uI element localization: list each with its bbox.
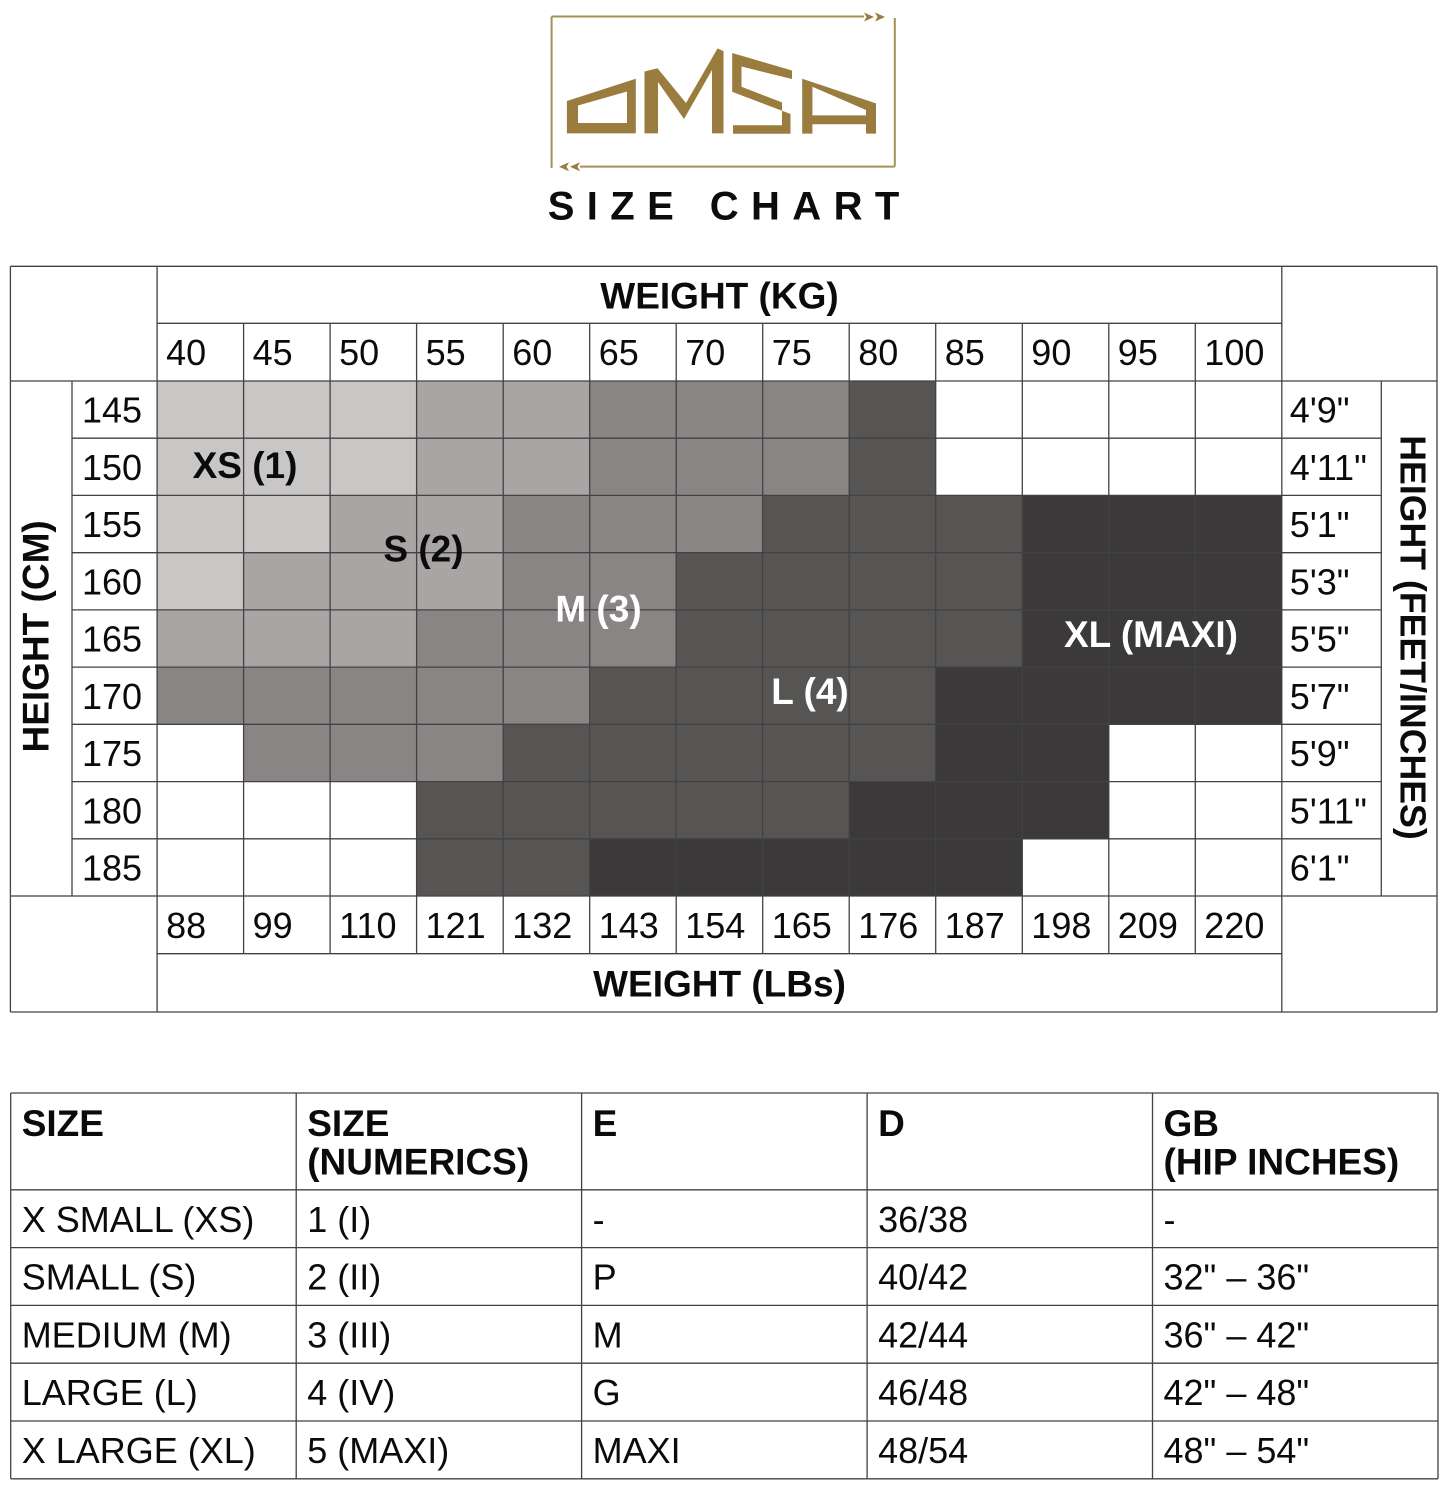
svg-text:42" – 48": 42" – 48" — [1164, 1372, 1310, 1413]
svg-text:80: 80 — [858, 332, 898, 373]
svg-text:X SMALL (XS): X SMALL (XS) — [22, 1199, 255, 1240]
svg-text:121: 121 — [426, 905, 486, 946]
svg-text:4'9": 4'9" — [1290, 390, 1350, 431]
svg-text:175: 175 — [82, 733, 142, 774]
svg-text:70: 70 — [685, 332, 725, 373]
svg-text:32" – 36": 32" – 36" — [1164, 1257, 1310, 1298]
svg-text:48/54: 48/54 — [878, 1430, 968, 1471]
svg-text:5 (MAXI): 5 (MAXI) — [307, 1430, 449, 1471]
svg-text:90: 90 — [1031, 332, 1071, 373]
svg-text:185: 185 — [82, 848, 142, 889]
svg-text:X LARGE (XL): X LARGE (XL) — [22, 1430, 256, 1471]
svg-text:45: 45 — [253, 332, 293, 373]
svg-text:WEIGHT (KG): WEIGHT (KG) — [600, 275, 838, 316]
svg-text:100: 100 — [1204, 332, 1264, 373]
svg-text:5'11": 5'11" — [1290, 790, 1367, 831]
svg-text:(HIP INCHES): (HIP INCHES) — [1164, 1142, 1400, 1183]
svg-text:(NUMERICS): (NUMERICS) — [307, 1142, 529, 1183]
svg-text:6'1": 6'1" — [1290, 848, 1350, 889]
svg-text:99: 99 — [253, 905, 293, 946]
svg-text:143: 143 — [599, 905, 659, 946]
svg-text:95: 95 — [1118, 332, 1158, 373]
svg-text:36" – 42": 36" – 42" — [1164, 1314, 1310, 1355]
svg-text:165: 165 — [772, 905, 832, 946]
svg-text:5'5": 5'5" — [1290, 619, 1350, 660]
svg-text:4 (IV): 4 (IV) — [307, 1372, 395, 1413]
svg-text:XL (MAXI): XL (MAXI) — [1064, 614, 1238, 655]
svg-text:88: 88 — [166, 905, 206, 946]
svg-text:G: G — [593, 1372, 621, 1413]
svg-text:110: 110 — [339, 905, 396, 946]
svg-text:3 (III): 3 (III) — [307, 1314, 391, 1355]
svg-text:E: E — [593, 1103, 618, 1144]
svg-text:1 (I): 1 (I) — [307, 1199, 371, 1240]
svg-text:XS (1): XS (1) — [193, 445, 298, 486]
svg-text:36/38: 36/38 — [878, 1199, 968, 1240]
svg-text:209: 209 — [1118, 905, 1178, 946]
svg-text:145: 145 — [82, 390, 142, 431]
svg-text:60: 60 — [512, 332, 552, 373]
svg-text:85: 85 — [945, 332, 985, 373]
svg-text:MAXI: MAXI — [593, 1430, 681, 1471]
svg-text:75: 75 — [772, 332, 812, 373]
svg-text:LARGE (L): LARGE (L) — [22, 1372, 198, 1413]
svg-text:50: 50 — [339, 332, 379, 373]
svg-text:2 (II): 2 (II) — [307, 1257, 381, 1298]
svg-text:D: D — [878, 1103, 905, 1144]
svg-text:198: 198 — [1031, 905, 1091, 946]
svg-text:160: 160 — [82, 561, 142, 602]
svg-text:SMALL (S): SMALL (S) — [22, 1257, 197, 1298]
svg-text:L (4): L (4) — [771, 671, 848, 712]
svg-text:176: 176 — [858, 905, 918, 946]
svg-text:42/44: 42/44 — [878, 1314, 968, 1355]
svg-text:187: 187 — [945, 905, 1005, 946]
svg-text:48" – 54": 48" – 54" — [1164, 1430, 1310, 1471]
svg-text:40/42: 40/42 — [878, 1257, 968, 1298]
svg-text:170: 170 — [82, 676, 142, 717]
svg-text:HEIGHT (FEET/INCHES): HEIGHT (FEET/INCHES) — [1393, 435, 1433, 839]
svg-text:4'11": 4'11" — [1290, 447, 1367, 488]
svg-text:155: 155 — [82, 504, 142, 545]
svg-text:M (3): M (3) — [555, 589, 641, 630]
svg-text:55: 55 — [426, 332, 466, 373]
svg-text:SIZE CHART: SIZE CHART — [548, 185, 912, 229]
svg-text:5'1": 5'1" — [1290, 504, 1350, 545]
svg-text:5'9": 5'9" — [1290, 733, 1350, 774]
svg-text:180: 180 — [82, 790, 142, 831]
svg-text:S (2): S (2) — [383, 529, 463, 570]
svg-text:5'7": 5'7" — [1290, 676, 1350, 717]
svg-text:M: M — [593, 1314, 623, 1355]
svg-text:150: 150 — [82, 447, 142, 488]
svg-text:HEIGHT (CM): HEIGHT (CM) — [16, 520, 57, 752]
svg-text:SIZE: SIZE — [307, 1103, 389, 1144]
svg-text:165: 165 — [82, 619, 142, 660]
svg-text:GB: GB — [1164, 1103, 1220, 1144]
svg-text:-: - — [593, 1199, 605, 1240]
svg-text:-: - — [1164, 1199, 1176, 1240]
svg-text:154: 154 — [685, 905, 745, 946]
svg-text:MEDIUM (M): MEDIUM (M) — [22, 1314, 232, 1355]
svg-text:WEIGHT (LBs): WEIGHT (LBs) — [593, 963, 846, 1004]
svg-text:P: P — [593, 1257, 617, 1298]
svg-text:132: 132 — [512, 905, 572, 946]
svg-text:65: 65 — [599, 332, 639, 373]
svg-text:5'3": 5'3" — [1290, 561, 1350, 602]
svg-text:SIZE: SIZE — [22, 1103, 104, 1144]
svg-text:220: 220 — [1204, 905, 1264, 946]
svg-text:40: 40 — [166, 332, 206, 373]
svg-text:46/48: 46/48 — [878, 1372, 968, 1413]
